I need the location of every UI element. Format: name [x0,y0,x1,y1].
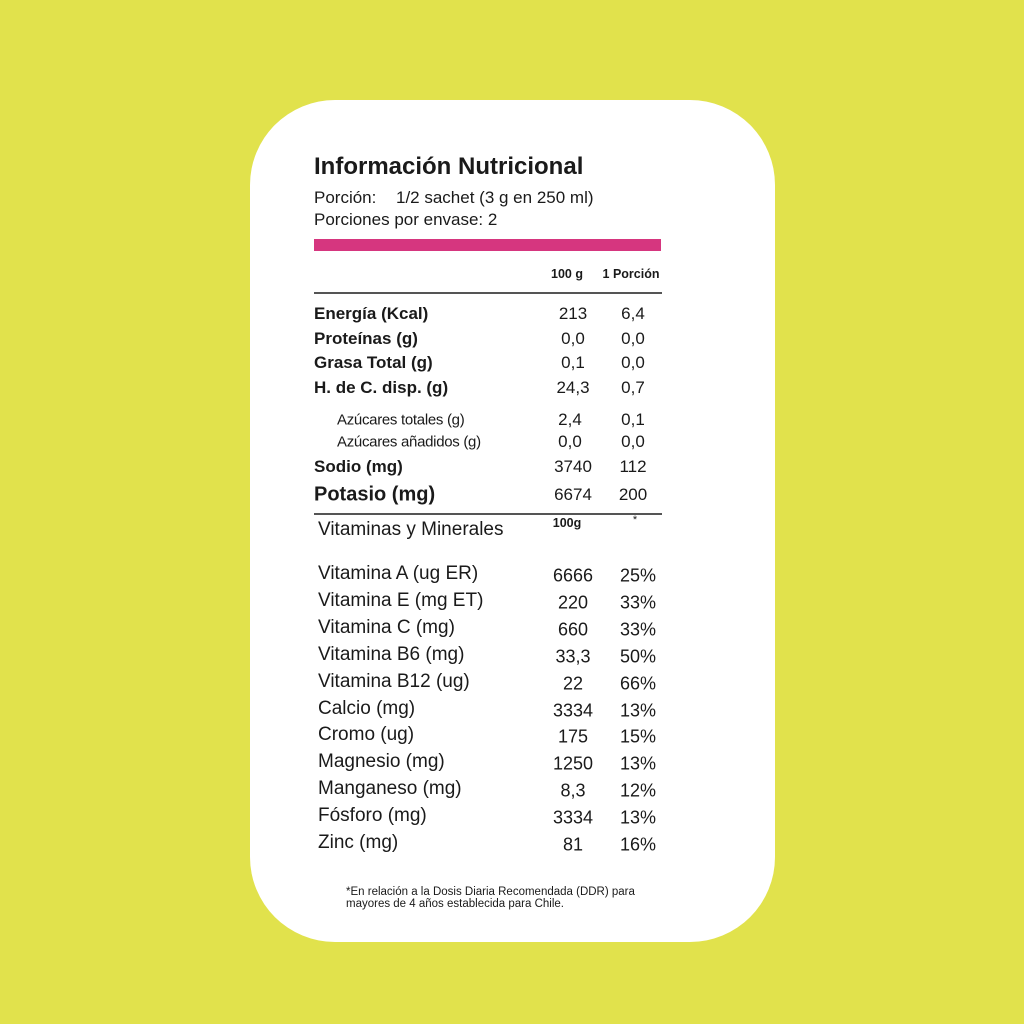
vitamin-per-100g: 22 [562,673,584,694]
serving-size: 1/2 sachet (3 g en 250 ml) [396,188,594,207]
vitamin-per-100g: 81 [562,834,584,855]
vitamin-ddr: 33% [619,592,657,613]
servings-per-container: Porciones por envase: 2 [314,210,498,229]
vitamin-ddr: 15% [619,726,657,747]
nutrient-per-100g: 24,3 [556,378,590,397]
column-header: 100 g [551,267,583,281]
nutrient-per-portion: 0,7 [621,378,645,397]
vitamin-name: Vitamina B6 (mg) [318,643,465,665]
title: Información Nutricional [314,153,584,180]
vitamin-per-100g: 3334 [552,700,594,720]
nutrient-per-portion: 6,4 [621,304,645,323]
sub-nutrient-per-100g: 0,0 [558,432,582,451]
nutrient-per-portion: 0,0 [621,353,645,372]
nutrient-name: Grasa Total (g) [314,353,433,372]
sub-nutrient-per-portion: 0,0 [621,432,645,451]
vitamin-ddr: 50% [619,646,657,667]
column-header: * [632,514,638,526]
vitamin-name: Vitamina C (mg) [318,616,455,638]
nutrient-per-portion: 200 [618,485,648,504]
vitamin-name: Calcio (mg) [318,697,416,719]
nutrient-per-100g: 3740 [554,457,592,476]
vitamin-name: Vitamina E (mg ET) [318,589,484,611]
vitamin-name: Cromo (ug) [318,724,415,746]
nutrient-per-100g: 6674 [554,485,592,504]
vitamin-ddr: 13% [619,753,657,774]
pink-bar [314,239,661,251]
vitamins-title: Vitaminas y Minerales [318,519,504,540]
vitamin-name: Vitamina A (ug ER) [318,563,479,584]
nutrient-name: H. de C. disp. (g) [314,378,449,397]
vitamin-name: Zinc (mg) [318,832,399,853]
vitamin-per-100g: 33,3 [555,646,591,667]
vitamin-per-100g: 6666 [552,565,594,586]
vitamin-per-100g: 175 [557,726,589,747]
vitamin-ddr: 13% [619,807,657,828]
vitamin-ddr: 13% [619,700,657,720]
vitamin-per-100g: 220 [557,592,589,613]
sub-nutrient-per-portion: 0,1 [621,410,645,429]
serving-label: Porción: [314,188,377,207]
vitamin-per-100g: 660 [557,619,589,640]
vitamin-per-100g: 8,3 [560,780,586,801]
nutrient-name: Proteínas (g) [314,329,418,348]
nutrient-per-100g: 213 [558,304,588,323]
nutrient-per-portion: 0,0 [621,329,645,348]
vitamin-ddr: 33% [619,619,657,640]
column-header: 1 Porción [602,267,660,281]
sub-nutrient-name: Azúcares totales (g) [337,411,465,429]
divider [314,292,662,294]
nutrient-name: Sodio (mg) [314,457,403,476]
vitamin-per-100g: 1250 [552,753,594,774]
nutrient-per-100g: 0,0 [561,329,585,348]
vitamin-name: Manganeso (mg) [318,778,462,800]
nutrient-name: Energía (Kcal) [314,304,429,323]
vitamin-ddr: 25% [619,565,657,586]
vitamin-per-100g: 3334 [552,807,594,828]
sub-nutrient-per-100g: 2,4 [558,410,582,429]
divider [314,513,662,515]
footnote: *En relación a la Dosis Diaria Recomenda… [346,886,635,910]
vitamin-ddr: 16% [619,834,657,855]
vitamin-ddr: 12% [619,780,657,801]
vitamin-name: Vitamina B12 (ug) [318,670,470,692]
nutrient-per-portion: 112 [619,457,647,476]
vitamin-name: Fósforo (mg) [318,805,427,827]
nutrient-name: Potasio (mg) [314,483,436,506]
vitamin-ddr: 66% [619,673,657,694]
nutrient-per-100g: 0,1 [561,353,585,372]
vitamin-name: Magnesio (mg) [318,751,445,773]
column-header: 100g [552,516,582,530]
sub-nutrient-name: Azúcares añadidos (g) [337,433,481,451]
